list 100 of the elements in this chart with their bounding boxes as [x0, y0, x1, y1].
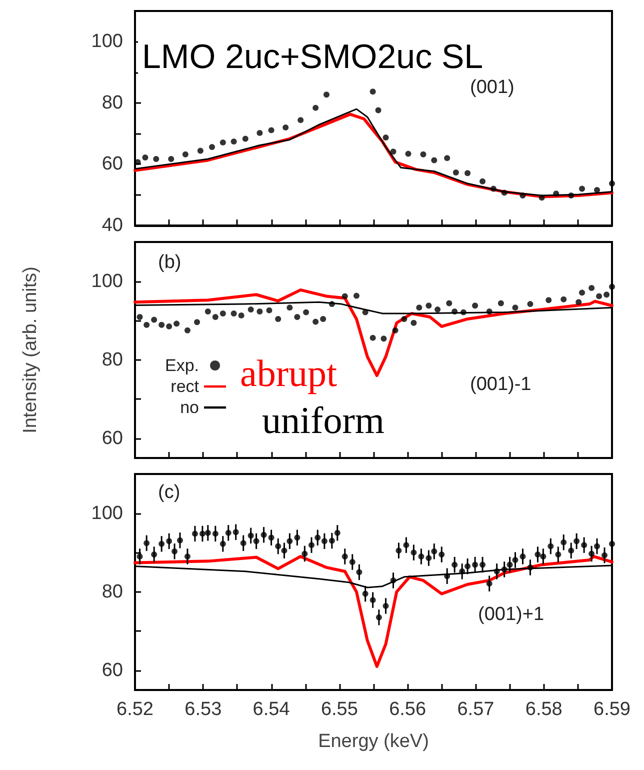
x-axis-title: Energy (keV) [318, 731, 429, 752]
y-tick-label: 80 [102, 349, 123, 370]
legend-label: no [180, 398, 200, 417]
point [460, 309, 466, 316]
legend-label: Exp. [164, 356, 200, 375]
x-tick-label: 6.59 [594, 699, 630, 720]
point [498, 300, 504, 306]
point [472, 302, 478, 309]
annotation: (b) [158, 252, 182, 273]
point [486, 308, 492, 315]
point [256, 130, 263, 136]
point [303, 309, 310, 316]
point [596, 293, 602, 300]
annotation: uniform [262, 400, 384, 442]
point [323, 92, 330, 98]
point [312, 318, 319, 325]
point [444, 155, 450, 162]
point [353, 292, 360, 299]
x-tick-label: 6.58 [525, 699, 562, 720]
point [520, 192, 526, 198]
annotation: (001)-1 [470, 374, 532, 395]
point [452, 308, 458, 315]
point [401, 316, 408, 322]
annotation: abrupt [240, 353, 338, 395]
point [604, 292, 610, 298]
point [390, 148, 396, 155]
y-tick-label: 60 [102, 154, 123, 175]
y-tick-label: 100 [91, 270, 123, 292]
point [266, 307, 272, 314]
point [220, 139, 226, 146]
point [480, 178, 486, 184]
point [579, 290, 586, 296]
point [248, 306, 254, 313]
point [434, 306, 441, 313]
y-tick-label: 80 [102, 581, 123, 602]
point [230, 310, 237, 316]
point [312, 104, 319, 111]
point [184, 327, 190, 334]
annotation: (001) [470, 77, 514, 98]
point [166, 323, 172, 330]
point [446, 300, 452, 306]
point [431, 157, 438, 164]
point [464, 170, 471, 176]
point [594, 186, 600, 193]
y-tick-label: 40 [102, 215, 123, 236]
x-tick-label: 6.53 [184, 699, 222, 720]
y-tick-label: 80 [102, 92, 123, 114]
point [282, 124, 289, 130]
point [209, 144, 215, 150]
point [174, 320, 180, 327]
point [342, 293, 348, 300]
point [410, 320, 417, 326]
point [220, 310, 226, 316]
point [168, 156, 174, 162]
point [609, 180, 615, 187]
annotation: (001)+1 [478, 604, 544, 625]
point [320, 316, 326, 322]
point [392, 327, 398, 334]
point [238, 312, 244, 318]
point [380, 336, 387, 342]
point [328, 301, 335, 308]
point [230, 138, 237, 145]
point [144, 322, 150, 328]
point [158, 322, 165, 328]
point [153, 156, 160, 162]
y-tick-label: 100 [91, 502, 123, 524]
y-tick-label: 60 [102, 428, 123, 449]
point [568, 192, 574, 198]
y-axis-title: Intensity (arb. units) [20, 266, 41, 434]
point [370, 88, 376, 95]
point [242, 136, 248, 142]
point [538, 194, 545, 201]
point [501, 190, 508, 196]
point [370, 334, 376, 341]
point [294, 314, 300, 320]
point [298, 117, 304, 124]
point [375, 107, 382, 114]
y-tick-label: 100 [91, 31, 123, 52]
point [609, 284, 615, 290]
point [553, 190, 560, 197]
x-tick-label: 6.54 [252, 699, 290, 720]
point [286, 304, 293, 311]
x-tick-label: 6.56 [389, 699, 426, 720]
point [197, 148, 204, 154]
text: LMO 2uc+SMO2uc SL [142, 38, 484, 76]
point [420, 151, 426, 158]
point [527, 301, 534, 308]
point [490, 186, 496, 192]
point [405, 150, 412, 157]
point [452, 169, 459, 176]
annotation: (c) [158, 482, 180, 503]
point [382, 134, 389, 141]
point [512, 304, 518, 311]
point [182, 151, 188, 158]
y-tick-label: 60 [102, 660, 123, 681]
point [416, 304, 422, 311]
point [588, 284, 595, 291]
point [560, 296, 567, 302]
point [151, 316, 158, 323]
point [546, 297, 552, 304]
